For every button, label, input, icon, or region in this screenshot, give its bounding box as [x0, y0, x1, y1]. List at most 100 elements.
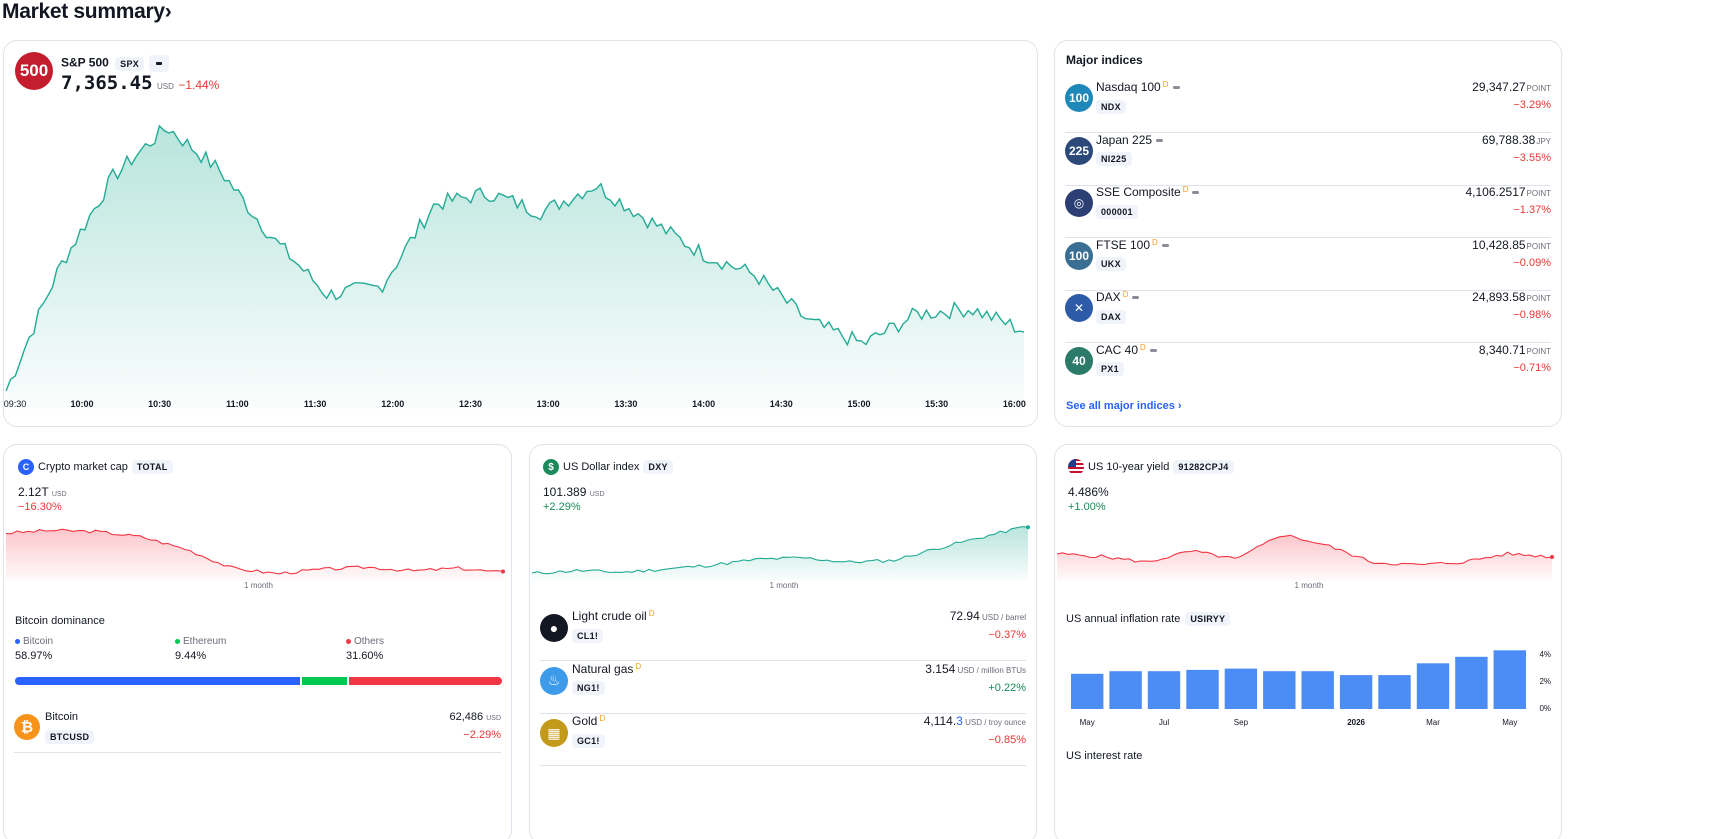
crypto-change: −16.30% [18, 501, 62, 513]
dominance-legend-item: Bitcoin 58.97% [15, 636, 53, 662]
crypto-card[interactable]: C Crypto market cap TOTAL 2.12T USD −16.… [3, 444, 512, 839]
inflation-y-label: 0% [1539, 704, 1551, 713]
index-change: −0.09% [1513, 256, 1551, 269]
inflation-bar[interactable] [1455, 656, 1488, 709]
yield-chart[interactable] [1055, 517, 1562, 587]
yield-tag: 91282CPJ4 [1173, 460, 1234, 474]
commodity-change: −0.37% [988, 629, 1026, 641]
crypto-value-suffix: T [41, 485, 49, 499]
index-row[interactable]: ✕ DAX D DAX 24,893.58POINT −0.98% [1065, 285, 1551, 343]
crypto-chart[interactable] [4, 517, 512, 587]
index-code: DAX [1096, 309, 1126, 324]
us-flag-icon [1068, 459, 1084, 475]
commodity-change: −0.85% [988, 734, 1026, 746]
index-value: 4,106.2517POINT [1465, 185, 1551, 199]
interest-rate-title[interactable]: US interest rate [1066, 750, 1143, 762]
commodity-code: GC1! [572, 733, 605, 748]
index-row[interactable]: 100 FTSE 100 D UKX 10,428.85POINT −0.09% [1065, 233, 1551, 291]
bitcoin-dominance-title: Bitcoin dominance [15, 615, 105, 627]
spx-time-label: 14:30 [770, 399, 793, 409]
dominance-bar[interactable] [15, 677, 502, 685]
yield-card[interactable]: US 10-year yield 91282CPJ4 4.486% +1.00%… [1054, 444, 1562, 839]
delayed-badge: D [1162, 80, 1169, 89]
index-value: 10,428.85POINT [1472, 237, 1551, 252]
inflation-y-label: 4% [1539, 650, 1551, 659]
spx-time-axis: 09:30 10:00 10:30 11:00 11:30 12:00 12:30 13:00… [4, 399, 1026, 409]
yield-period: 1 month [1294, 581, 1324, 590]
index-name: FTSE 100 D [1096, 238, 1169, 252]
inflation-bar[interactable] [1186, 669, 1219, 709]
more-icon[interactable] [1149, 348, 1157, 352]
index-name: SSE Composite D [1096, 185, 1200, 199]
inflation-bar[interactable] [1339, 675, 1373, 709]
commodity-value: 4,114.3 USD / troy ounce [923, 714, 1026, 728]
crypto-currency: USD [51, 491, 67, 498]
bitcoin-code: BTCUSD [45, 729, 95, 744]
bitcoin-unit: USD [486, 715, 501, 722]
inflation-x-label: Sep [1234, 718, 1249, 727]
dxy-chart[interactable] [530, 517, 1037, 587]
page-title[interactable]: Market summary› [2, 0, 172, 23]
spx-ticker: SPX [115, 56, 145, 71]
inflation-bar[interactable] [1301, 671, 1334, 709]
index-code: UKX [1096, 257, 1126, 272]
spx-card[interactable]: 500 S&P 500 SPX 7,365.45 USD −1.44% 09:3… [3, 40, 1038, 427]
see-all-indices-link[interactable]: See all major indices › [1066, 400, 1182, 412]
inflation-bar[interactable] [1109, 671, 1142, 709]
yield-title[interactable]: US 10-year yield [1088, 461, 1170, 473]
commodity-row[interactable]: ♨ Natural gas D NG1! 3.154 USD / million BTU… [540, 656, 1026, 714]
dominance-segment[interactable] [15, 677, 300, 685]
major-indices-title[interactable]: Major indices [1066, 53, 1143, 67]
inflation-bar[interactable] [1263, 671, 1296, 709]
spx-chart[interactable]: 09:30 10:00 10:30 11:00 11:30 12:00 12:30 13:00… [4, 41, 1038, 427]
bitcoin-icon: ₿ [14, 714, 40, 740]
inflation-bar[interactable] [1224, 668, 1258, 709]
dxy-value: 101.389 [543, 485, 587, 499]
bitcoin-row[interactable]: ₿ Bitcoin BTCUSD 62,486 USD −2.29% [14, 703, 501, 753]
nasdaq-logo: 100 [1065, 84, 1093, 112]
inflation-bar[interactable] [1071, 673, 1104, 709]
spx-currency: USD [156, 82, 174, 91]
index-row[interactable]: 225 Japan 225 NI225 69,788.38JPY −3.55% [1065, 128, 1551, 186]
dominance-segment[interactable] [301, 677, 348, 685]
more-icon[interactable] [1132, 296, 1140, 300]
more-icon[interactable] [1192, 191, 1200, 195]
index-change: −3.55% [1513, 151, 1551, 164]
commodity-row[interactable]: ● Light crude oil D CL1! 72.94 USD / barrel −… [540, 603, 1026, 661]
inflation-bar[interactable] [1493, 650, 1526, 709]
spx-time-label: 09:30 [4, 399, 26, 409]
more-icon[interactable] [1156, 138, 1164, 142]
more-icon[interactable] [1172, 86, 1180, 90]
commodity-name: Natural gas D [572, 661, 642, 676]
spx-time-label: 11:00 [226, 399, 249, 409]
legend-dot-icon [175, 638, 180, 644]
inflation-bar[interactable] [1378, 675, 1411, 709]
index-row[interactable]: 40 CAC 40 D PX1 8,340.71POINT −0.71% [1065, 338, 1551, 396]
inflation-bar[interactable] [1416, 663, 1450, 709]
yield-value: 4.486% [1068, 485, 1109, 499]
more-icon[interactable] [1161, 243, 1169, 247]
dxy-card[interactable]: $ US Dollar index DXY 101.389 USD +2.29%… [529, 444, 1037, 839]
delayed-badge: D [648, 609, 655, 618]
inflation-bar-chart[interactable]: May Jul Sep 2026 Mar May 4% 2% 0% [1055, 643, 1562, 743]
delayed-badge: D [1182, 185, 1189, 194]
delayed-badge: D [1140, 342, 1146, 352]
inflation-bar[interactable] [1147, 671, 1181, 709]
spx-time-label: 13:00 [537, 399, 560, 409]
spx-time-label: 16:00 [1003, 399, 1026, 409]
dominance-segment[interactable] [349, 677, 502, 685]
index-change: −1.37% [1513, 204, 1551, 216]
index-row[interactable]: ◎ SSE Composite D 000001 4,106.2517POINT −1.3… [1065, 180, 1551, 238]
major-indices-card[interactable]: Major indices 100 Nasdaq 100 D NDX 29,347.27… [1054, 40, 1562, 427]
spx-time-label: 10:30 [148, 399, 171, 409]
index-code: NDX [1096, 99, 1126, 114]
dxy-change: +2.29% [543, 501, 581, 513]
inflation-title[interactable]: US annual inflation rate [1066, 613, 1181, 625]
spx-time-label: 12:30 [459, 399, 482, 409]
commodity-row[interactable]: ▦ Gold D GC1! 4,114.3 USD / troy ounce −0.85% [540, 708, 1026, 766]
crypto-title[interactable]: Crypto market cap [38, 461, 128, 473]
dxy-title[interactable]: US Dollar index [563, 461, 640, 473]
spx-time-label: 15:30 [925, 399, 948, 409]
index-row[interactable]: 100 Nasdaq 100 D NDX 29,347.27POINT −3.29% [1065, 75, 1551, 133]
spx-more-button[interactable] [149, 55, 170, 72]
